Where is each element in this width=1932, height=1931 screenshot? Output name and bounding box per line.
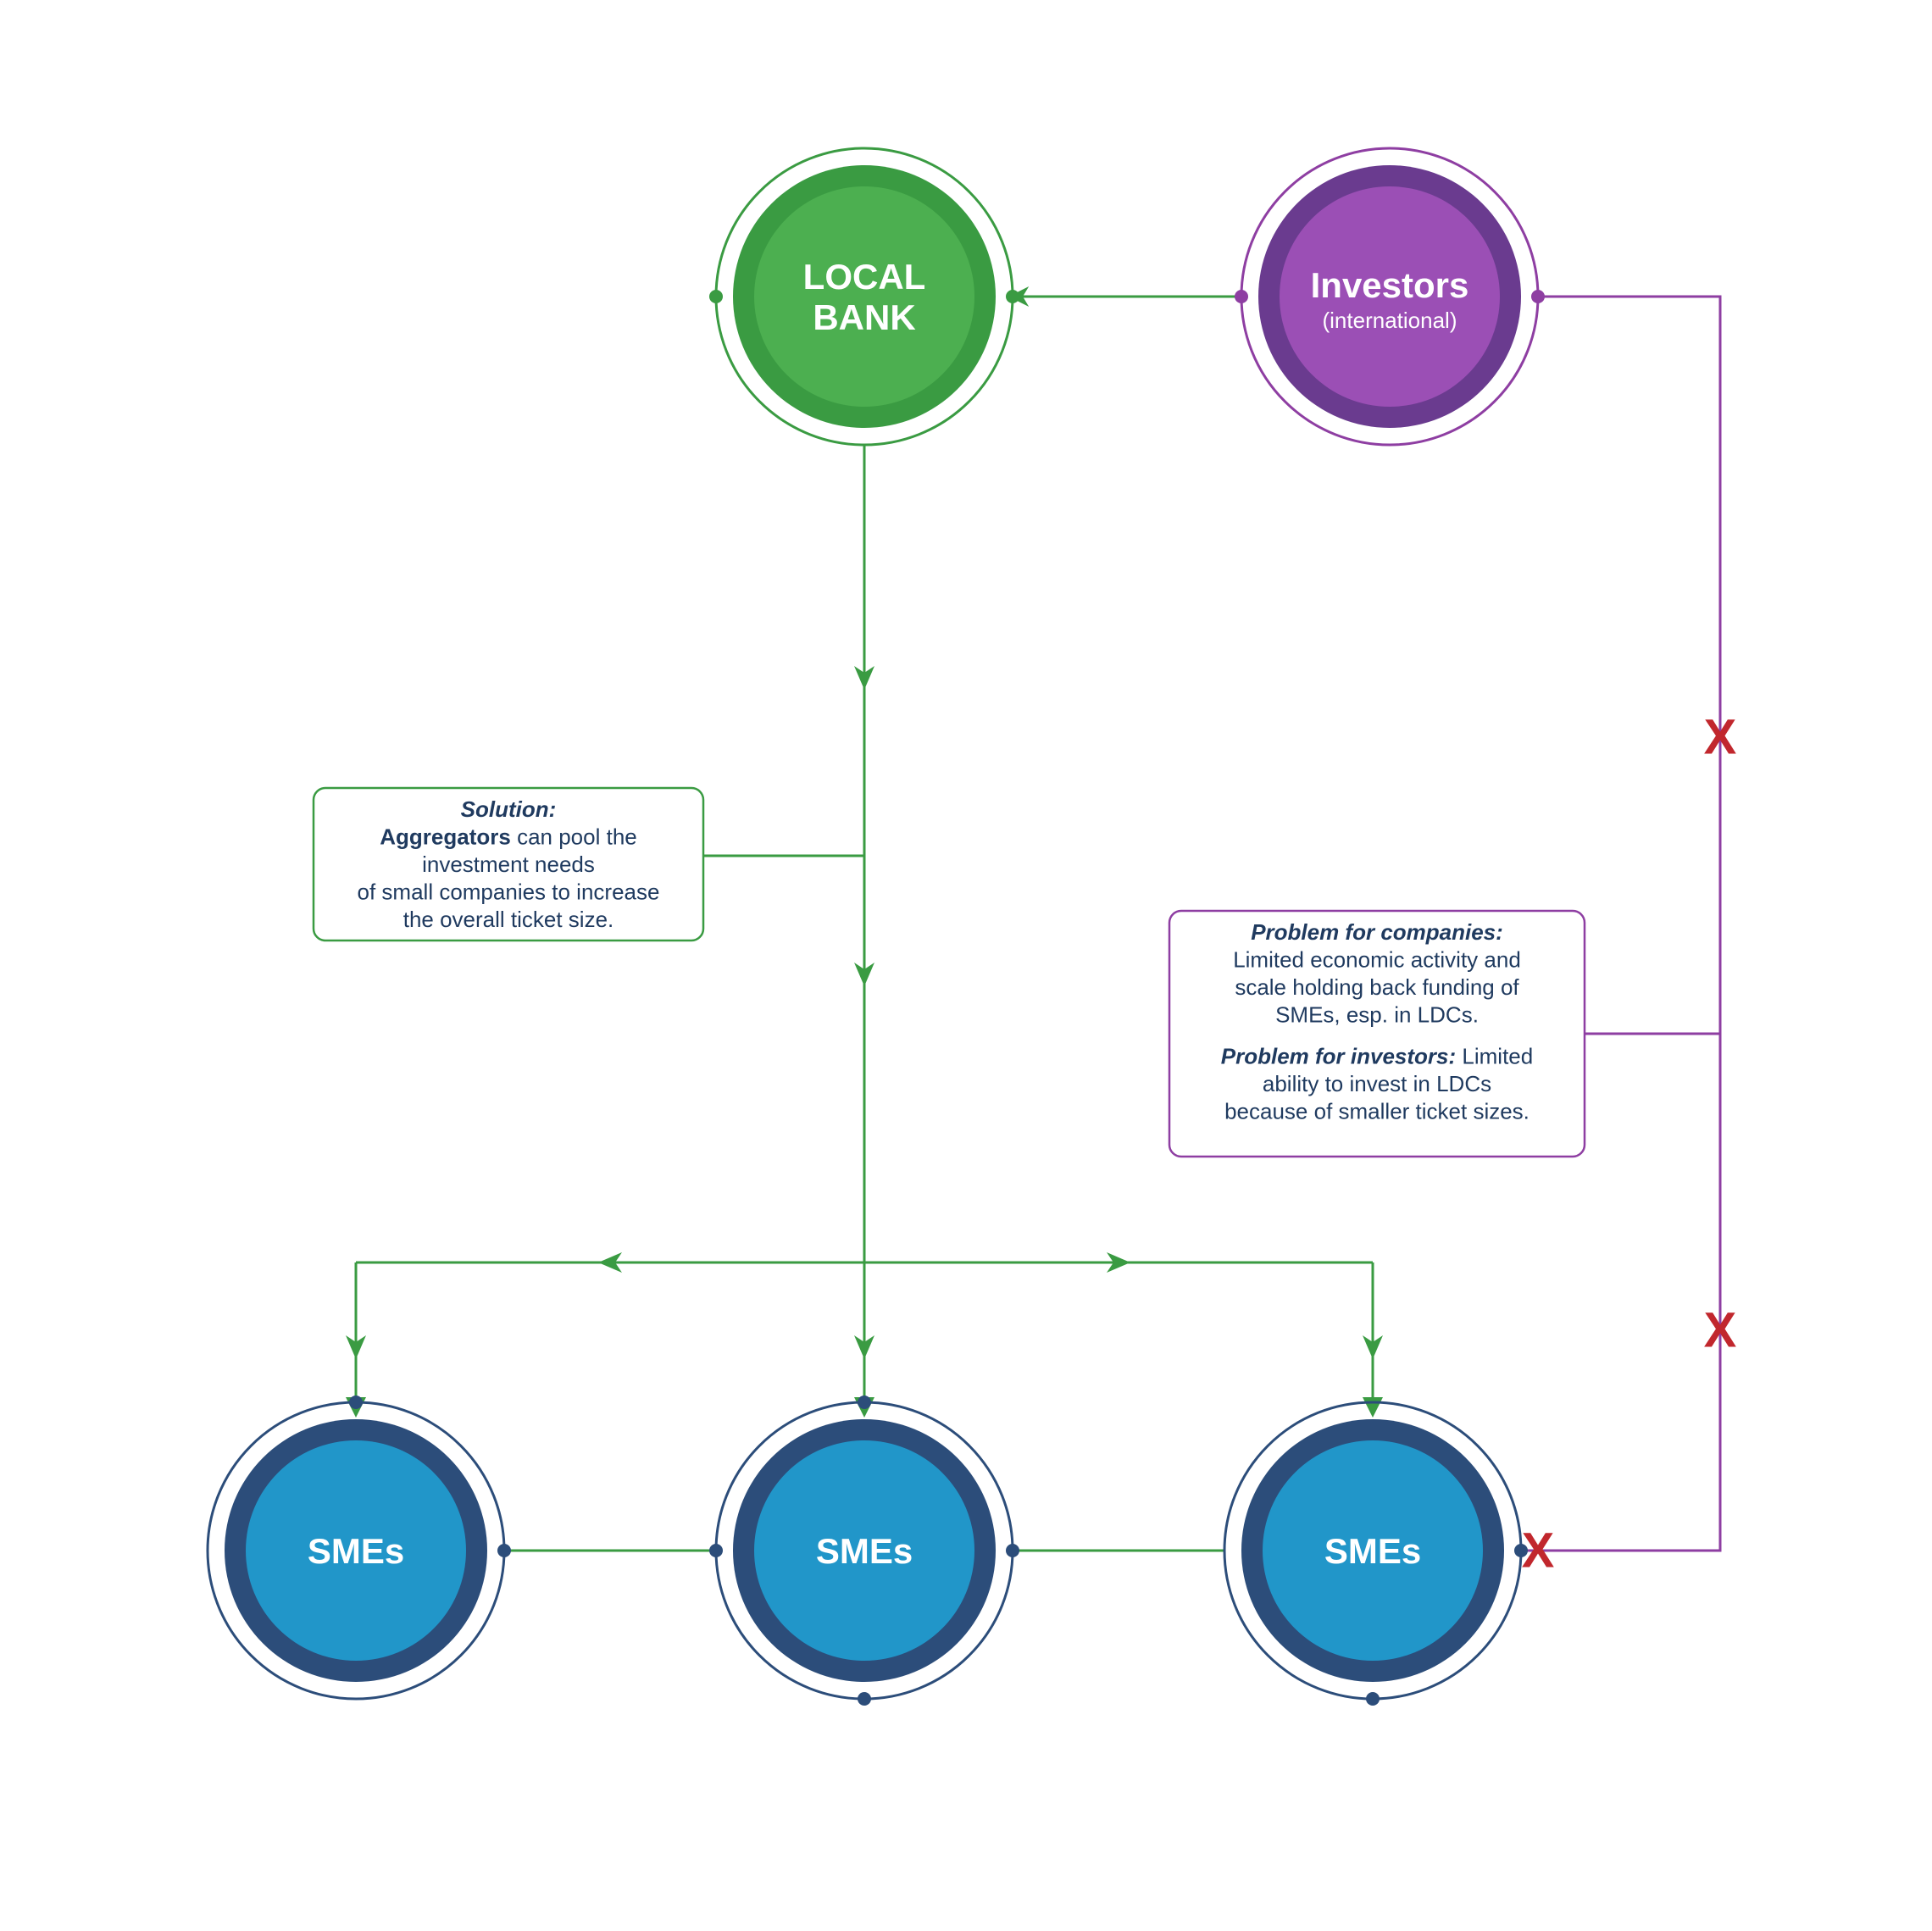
solution-line-0: Aggregators can pool the	[380, 824, 636, 850]
diagram-canvas: Solution:Aggregators can pool theinvestm…	[0, 0, 1932, 1931]
problem-sec-1-line-1: because of smaller ticket sizes.	[1224, 1098, 1530, 1124]
node-sme1: SMEs	[208, 1396, 511, 1699]
problem-sec-0-line-0: Limited economic activity and	[1233, 947, 1521, 973]
node-local_bank: LOCALBANK	[709, 148, 1019, 445]
node-sme2: SMEs	[709, 1396, 1019, 1706]
solution-line-2: of small companies to increase	[358, 879, 660, 905]
solution-title: Solution:	[461, 796, 557, 822]
node-local_bank-label-2: BANK	[813, 297, 915, 337]
box-problem: Problem for companies:Limited economic a…	[1169, 911, 1585, 1157]
node-investors: Investors (international)	[1235, 148, 1545, 445]
x-mark-1: X	[1704, 1302, 1737, 1357]
solution-line-3: the overall ticket size.	[403, 907, 614, 932]
box-solution: Solution:Aggregators can pool theinvestm…	[314, 788, 703, 941]
node-sme3: SMEs	[1224, 1402, 1528, 1706]
problem-sec-0-title: Problem for companies:	[1251, 919, 1503, 945]
edge-right-down-endarrow	[1363, 1397, 1383, 1418]
problem-sec-0-line-2: SMEs, esp. in LDCs.	[1275, 1002, 1479, 1028]
x-mark-0: X	[1704, 709, 1737, 764]
problem-sec-0-line-1: scale holding back funding of	[1235, 974, 1519, 1000]
solution-line-1: investment needs	[422, 852, 595, 877]
node-sme1-label: SMEs	[308, 1531, 404, 1571]
node-local_bank-label-1: LOCAL	[803, 257, 926, 297]
node-investors-label: Investors	[1311, 265, 1469, 305]
x-mark-2: X	[1522, 1523, 1555, 1578]
node-sme2-label: SMEs	[816, 1531, 913, 1571]
node-investors-sublabel: (international)	[1323, 308, 1457, 333]
problem-sec-1-title: Problem for investors: Limited	[1221, 1043, 1533, 1068]
node-sme3-label: SMEs	[1324, 1531, 1421, 1571]
problem-sec-1-line-0: ability to invest in LDCs	[1263, 1071, 1491, 1096]
